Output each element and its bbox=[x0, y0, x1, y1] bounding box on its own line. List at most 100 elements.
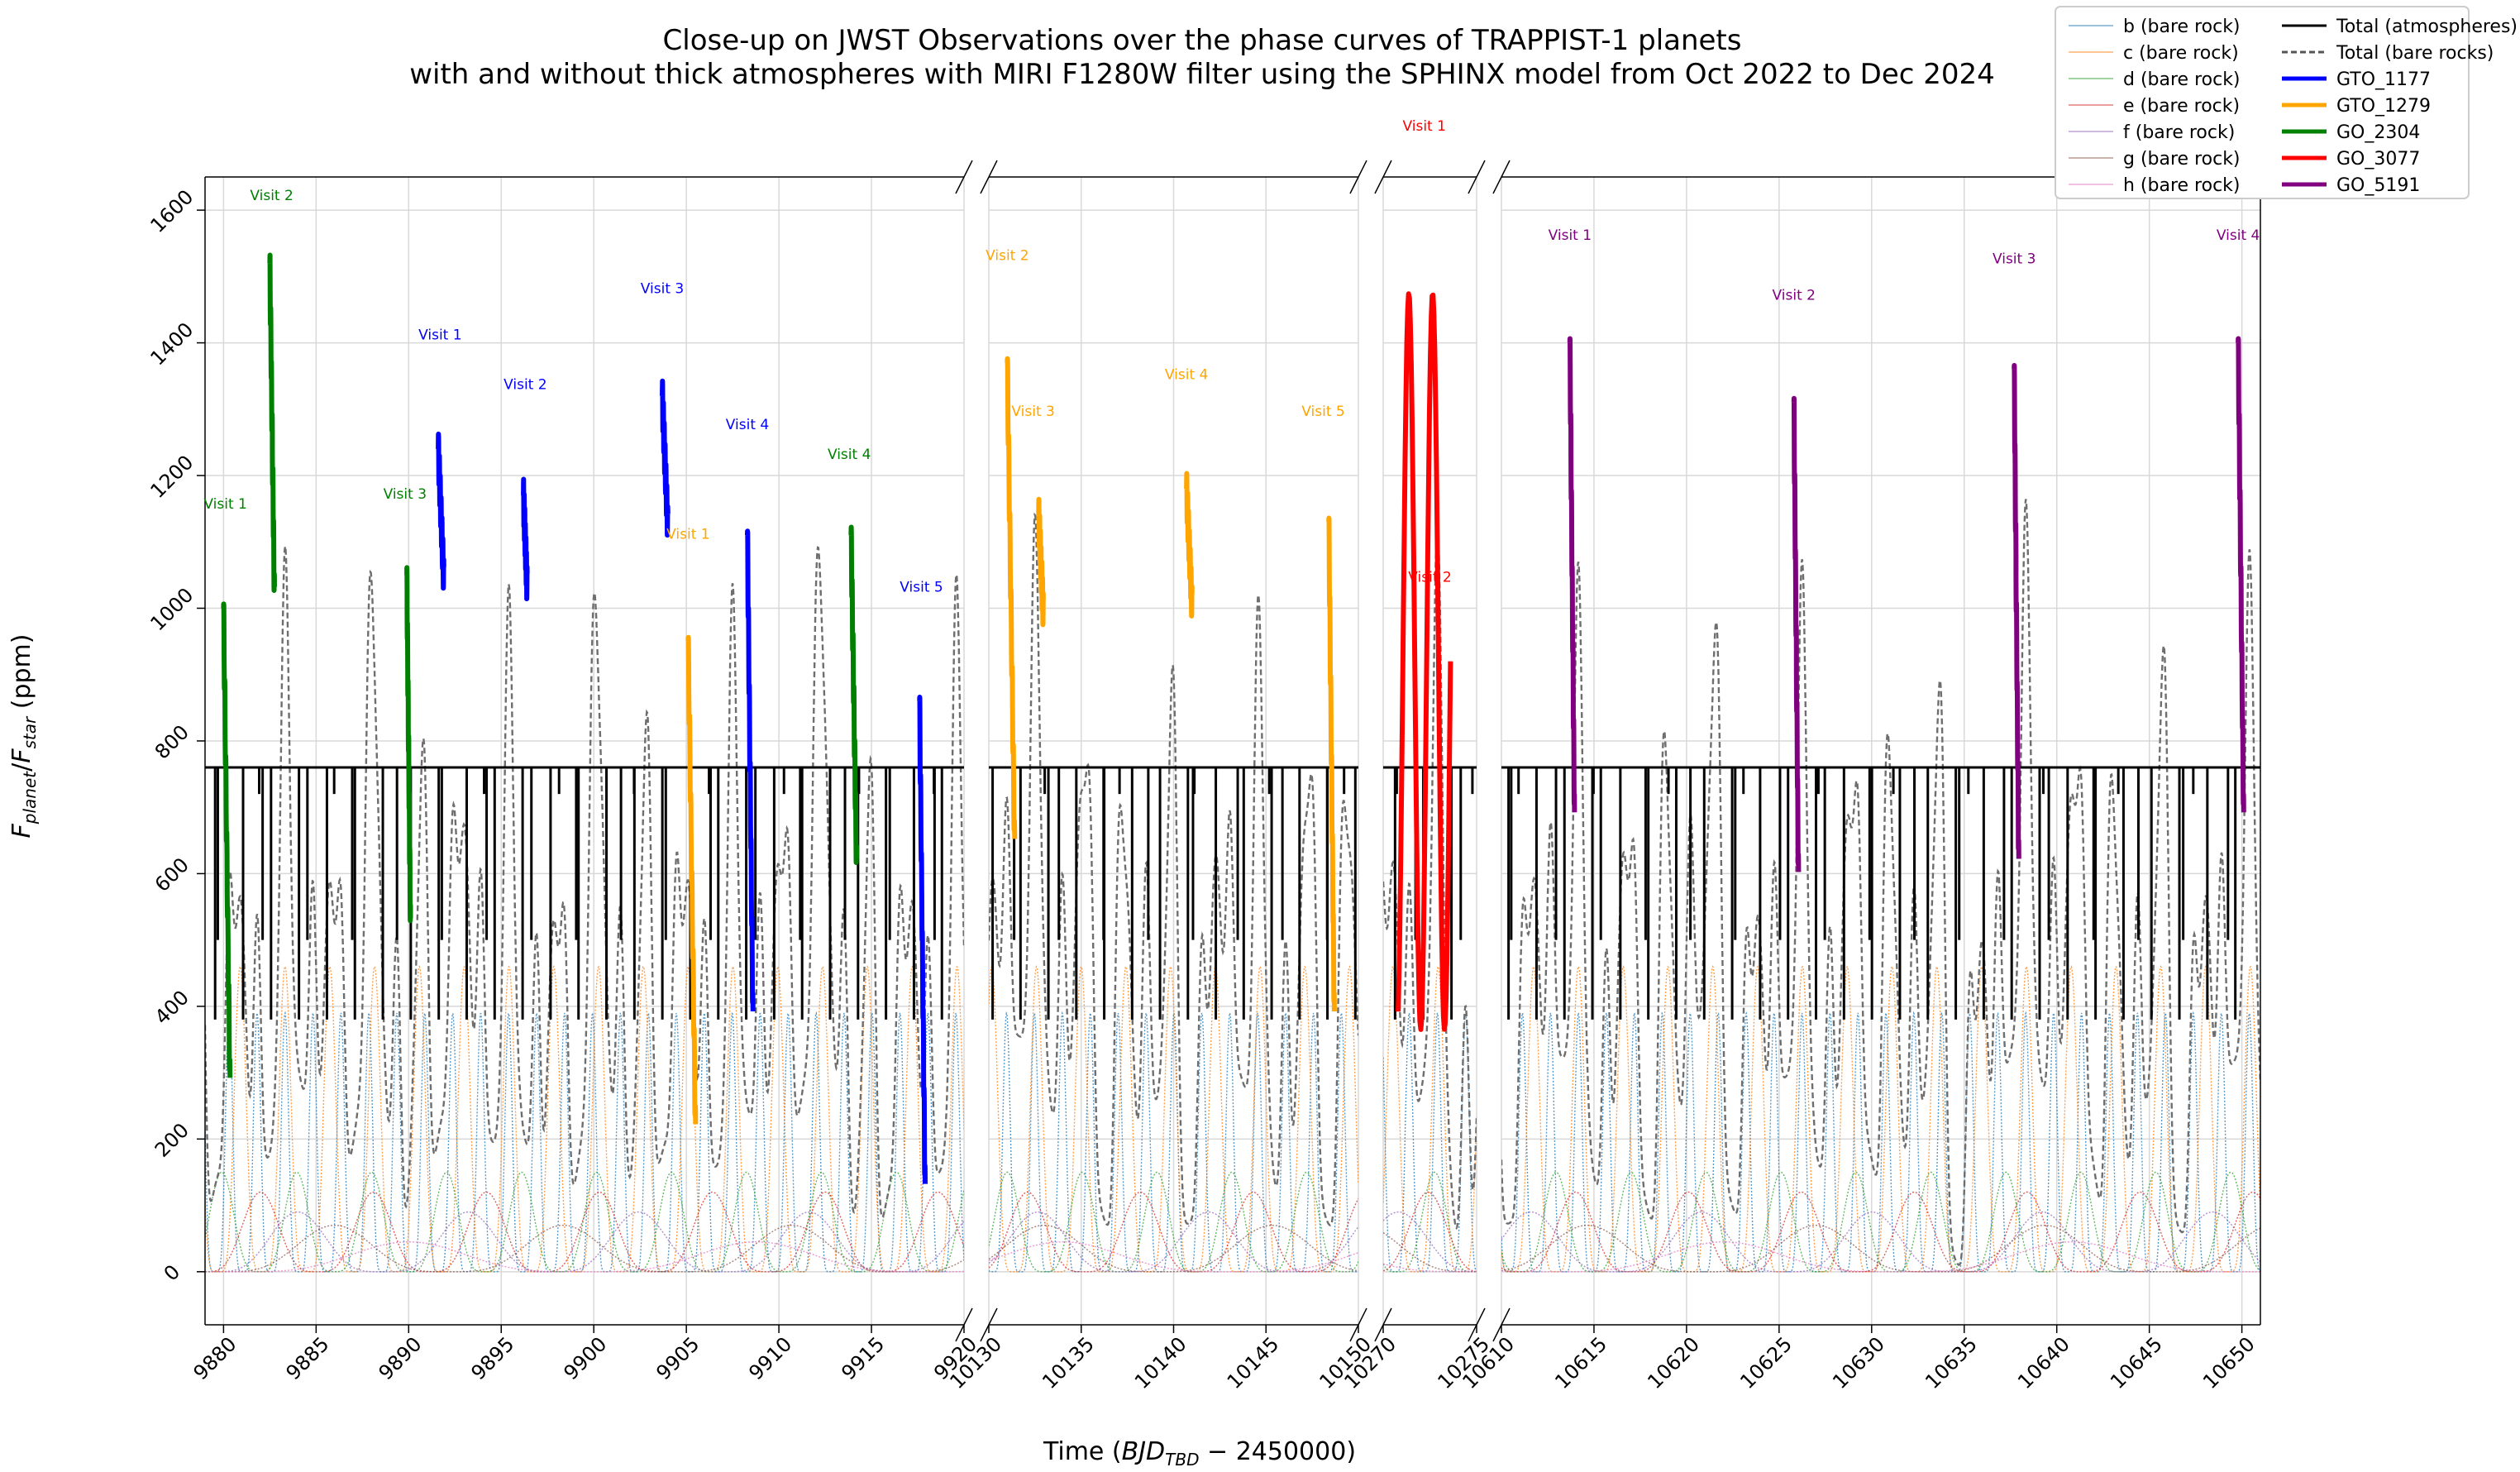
series-line-f bbox=[1383, 1211, 1477, 1273]
legend-label: GO_5191 bbox=[2336, 175, 2420, 196]
visit-annotation: Visit 3 bbox=[1993, 251, 2036, 267]
series-line-b bbox=[1383, 1011, 1477, 1273]
observation-go_2304 bbox=[404, 565, 413, 924]
legend-label: Total (bare rocks) bbox=[2336, 43, 2494, 64]
series-line-g bbox=[1501, 1225, 2260, 1273]
break-mark bbox=[980, 1307, 998, 1342]
visit-annotation: Visit 2 bbox=[504, 377, 546, 394]
observation-go_5191 bbox=[1567, 336, 1577, 813]
legend-label: g (bare rock) bbox=[2123, 149, 2241, 170]
series-line-total-bare-rocks bbox=[1501, 499, 2260, 1266]
y-axis-label: Fplanet/Fstar (ppm) bbox=[7, 634, 40, 839]
observation-gto_1177 bbox=[917, 695, 928, 1184]
observation-go_5191 bbox=[2012, 362, 2021, 859]
series-group bbox=[989, 356, 1358, 1273]
observation-gto_1177 bbox=[745, 528, 756, 1012]
series-line-e bbox=[989, 1191, 1358, 1273]
legend-label: d (bare rock) bbox=[2123, 69, 2241, 90]
series-line-h bbox=[1501, 1241, 2260, 1273]
break-mark bbox=[1468, 1307, 1486, 1342]
break-mark bbox=[1468, 160, 1486, 194]
break-mark bbox=[980, 160, 998, 194]
visit-annotation: Visit 2 bbox=[986, 247, 1029, 264]
legend-label: GO_3077 bbox=[2336, 149, 2420, 170]
series-line-h bbox=[989, 1241, 1358, 1273]
series-line-g bbox=[989, 1225, 1358, 1273]
observation-gto_1279 bbox=[1036, 496, 1046, 628]
series-line-d bbox=[1501, 1171, 2260, 1273]
transit-dips bbox=[991, 767, 1357, 1020]
visit-annotation: Visit 4 bbox=[2217, 227, 2260, 244]
visit-annotation: Visit 2 bbox=[1408, 569, 1451, 585]
panel-1: Visit 1 Visit 2 Visit 3 Visit 4 Visit 1 Visit… bbox=[203, 176, 965, 1326]
break-mark bbox=[1492, 1307, 1511, 1342]
visit-annotation: Visit 5 bbox=[1301, 404, 1344, 420]
observation-gto_1279 bbox=[685, 634, 699, 1125]
legend-label: GTO_1279 bbox=[2336, 96, 2431, 117]
observation-gto_1177 bbox=[521, 476, 530, 602]
legend-label: f (bare rock) bbox=[2123, 122, 2235, 143]
series-line-b bbox=[205, 1011, 964, 1273]
series-line-e bbox=[1383, 1191, 1477, 1273]
legend-label: e (bare rock) bbox=[2123, 96, 2240, 117]
legend-label: GO_2304 bbox=[2336, 122, 2420, 143]
legend-frame bbox=[2055, 6, 2470, 199]
observation-gto_1177 bbox=[660, 378, 671, 538]
break-mark bbox=[1492, 160, 1511, 194]
observation-gto_1279 bbox=[1326, 515, 1337, 1012]
visit-annotation: Visit 1 bbox=[666, 526, 709, 542]
panel-2: Visit 2 Visit 3 Visit 4 Visit 5 bbox=[986, 176, 1359, 1326]
legend-label: GTO_1177 bbox=[2336, 69, 2431, 90]
legend: b (bare rock) c (bare rock) d (bare rock) e… bbox=[2055, 6, 2518, 199]
break-mark bbox=[1374, 160, 1392, 194]
visit-annotation: Visit 3 bbox=[1011, 404, 1054, 420]
visit-annotation: Visit 3 bbox=[384, 486, 427, 503]
visit-annotation: Visit 2 bbox=[250, 188, 293, 204]
grid-lines bbox=[205, 177, 965, 1325]
break-mark bbox=[955, 160, 973, 194]
legend-label: c (bare rock) bbox=[2123, 43, 2239, 64]
visit-annotation: Visit 4 bbox=[828, 447, 871, 463]
series-line-f bbox=[989, 1211, 1358, 1273]
series-line-c bbox=[1383, 965, 1477, 1273]
grid-lines bbox=[988, 177, 1359, 1325]
transit-dips bbox=[213, 767, 943, 1020]
visit-annotation: Visit 1 bbox=[203, 496, 246, 513]
break-mark bbox=[1349, 1307, 1367, 1342]
visit-annotation: Visit 4 bbox=[726, 417, 769, 433]
series-line-g bbox=[1383, 1232, 1477, 1273]
series-line-total-bare-rocks bbox=[989, 512, 1358, 1226]
observation-gto_1177 bbox=[436, 431, 446, 591]
visit-annotation: Visit 5 bbox=[900, 579, 943, 595]
series-group bbox=[1383, 291, 1477, 1273]
observation-gto_1279 bbox=[1005, 356, 1018, 839]
legend-label: b (bare rock) bbox=[2123, 17, 2241, 37]
break-mark bbox=[955, 1307, 973, 1342]
panel-3: Visit 1 Visit 2 bbox=[1382, 118, 1477, 1326]
legend-label: Total (atmospheres) bbox=[2336, 17, 2518, 37]
visit-annotation: Visit 4 bbox=[1165, 367, 1208, 384]
series-line-h bbox=[1383, 1263, 1477, 1273]
series-line-g bbox=[205, 1225, 964, 1273]
observation-go_2304 bbox=[848, 524, 860, 865]
series-line-d bbox=[989, 1171, 1358, 1273]
visit-annotation: Visit 1 bbox=[1549, 227, 1592, 244]
transit-dips bbox=[1507, 767, 2237, 1020]
observation-go_2304 bbox=[221, 601, 233, 1078]
series-group bbox=[1501, 336, 2260, 1273]
series-line-c bbox=[989, 965, 1358, 1273]
axis-break-marks bbox=[955, 160, 1511, 1342]
series-line-h bbox=[205, 1241, 964, 1273]
panel-spines bbox=[204, 176, 964, 1326]
break-mark bbox=[1349, 160, 1367, 194]
panel-4: Visit 1 Visit 2 Visit 3 Visit 4 bbox=[1501, 176, 2261, 1326]
series-line-c bbox=[1501, 964, 2260, 1273]
series-group bbox=[205, 252, 964, 1273]
chart-title-line1: Close-up on JWST Observations over the p… bbox=[663, 24, 1742, 57]
series-line-e bbox=[1501, 1191, 2260, 1273]
series-line-f bbox=[205, 1211, 964, 1273]
chart-title-line2: with and without thick atmospheres with … bbox=[409, 58, 1995, 91]
observation-go_3077 bbox=[1396, 291, 1453, 1032]
